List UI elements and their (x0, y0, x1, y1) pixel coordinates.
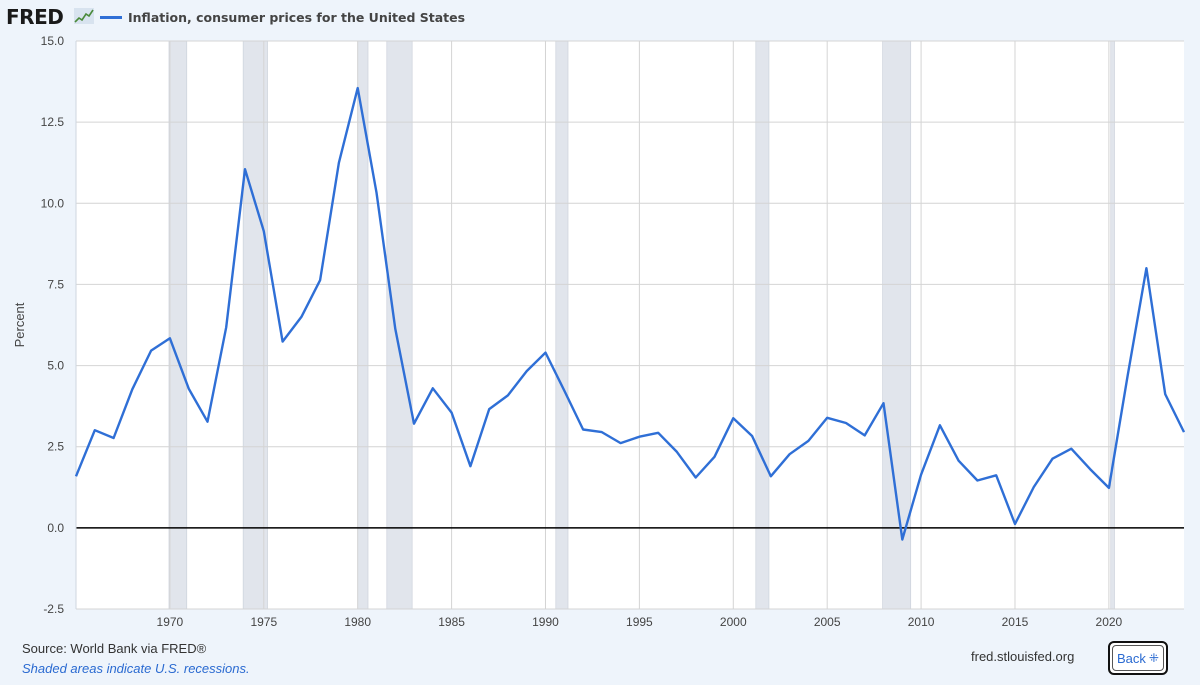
x-tick-label: 1980 (344, 615, 371, 629)
recession-band (882, 40, 912, 610)
x-tick-label: 2000 (720, 615, 747, 629)
y-tick-label: 2.5 (47, 440, 64, 454)
y-tick-label: 10.0 (41, 196, 65, 210)
y-tick-label: 12.5 (41, 115, 65, 129)
legend-label: Inflation, consumer prices for the Unite… (128, 9, 466, 25)
site-link[interactable]: fred.stlouisfed.org (971, 649, 1075, 664)
plot-area (76, 41, 1184, 609)
header: FRED Inflation, consumer prices for the … (0, 0, 1200, 34)
back-label: Back (1117, 650, 1146, 666)
y-axis-label: Percent (12, 302, 27, 347)
source-text: Source: World Bank via FRED® (22, 641, 207, 656)
x-tick-label: 2015 (1002, 615, 1029, 629)
back-button[interactable]: Back ⁜ (1108, 641, 1168, 675)
recession-band (386, 40, 413, 610)
legend-swatch (100, 15, 122, 19)
recession-band (555, 40, 569, 610)
x-tick-label: 1975 (250, 615, 277, 629)
y-tick-label: 15.0 (41, 34, 65, 48)
legend: Inflation, consumer prices for the Unite… (100, 9, 465, 25)
collapse-icon: ⁜ (1148, 651, 1159, 665)
recession-band (357, 40, 369, 610)
series-line (74, 86, 1186, 541)
y-tick-label: -2.5 (43, 602, 64, 616)
line-chart: -2.5 0.0 2.5 5.0 7.5 10.0 12.5 15.0 1970 1975 1980… (12, 34, 1186, 629)
fred-logo[interactable]: FRED (6, 5, 64, 29)
x-tick-label: 1970 (157, 615, 184, 629)
x-tick-label: 2005 (814, 615, 841, 629)
fred-graph-icon (74, 8, 94, 24)
y-tick-label: 0.0 (47, 521, 64, 535)
y-tick-label: 5.0 (47, 359, 64, 373)
recession-band (755, 40, 770, 610)
x-tick-label: 2010 (908, 615, 935, 629)
recession-band (168, 40, 188, 610)
x-tick-label: 1990 (532, 615, 559, 629)
x-tick-label: 1995 (626, 615, 653, 629)
x-tick-label: 2020 (1096, 615, 1123, 629)
back-button-inner[interactable]: Back ⁜ (1112, 645, 1164, 671)
recession-note: Shaded areas indicate U.S. recessions. (22, 661, 250, 676)
y-tick-label: 7.5 (47, 277, 64, 291)
x-tick-label: 1985 (438, 615, 465, 629)
recession-band (1110, 40, 1115, 610)
